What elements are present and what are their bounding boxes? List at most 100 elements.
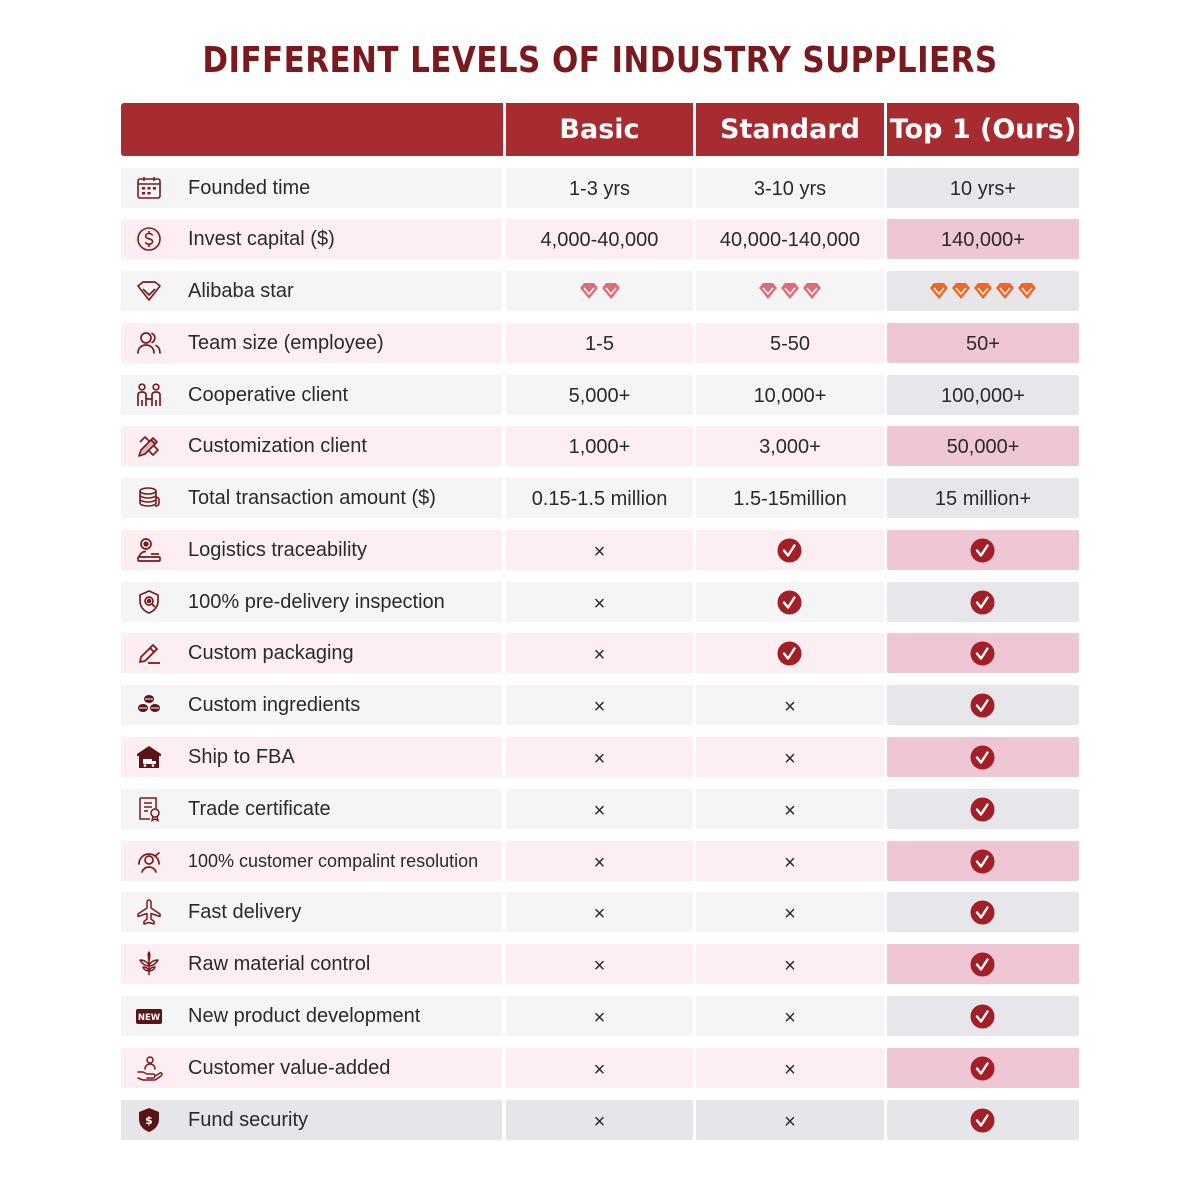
clients-icon (135, 381, 163, 409)
check-icon (970, 849, 995, 874)
cross-mark: × (593, 1059, 606, 1081)
header-basic: Basic (559, 114, 640, 145)
basic-value: 4,000-40,000 (540, 229, 659, 251)
table-row: Fast delivery × × (121, 892, 1079, 932)
feature-label: Founded time (188, 177, 311, 199)
standard-cell: 5-50 (696, 323, 884, 363)
check-icon (970, 952, 995, 977)
support-icon (135, 847, 163, 875)
feature-cell: Custom packaging (121, 633, 502, 673)
feature-label: Customer value-added (188, 1057, 391, 1079)
feature-cell: Raw material control (121, 944, 502, 984)
standard-cell: × (696, 1100, 884, 1140)
cross-mark: × (593, 748, 606, 770)
table-row: Team size (employee) 1-5 5-50 50+ (121, 323, 1079, 363)
table-row: 100% customer compalint resolution × × (121, 841, 1079, 881)
feature-cell: Fast delivery (121, 892, 502, 932)
standard-cell: × (696, 996, 884, 1036)
table-row: Customer value-added × × (121, 1048, 1079, 1088)
feature-label: Alibaba star (188, 280, 294, 302)
basic-cell: 4,000-40,000 (506, 219, 693, 259)
cross-mark: × (593, 1007, 606, 1029)
basic-value: 5,000+ (568, 385, 631, 407)
standard-cell: 1.5-15million (696, 478, 884, 518)
top-cell (887, 944, 1079, 984)
top-cell (887, 841, 1079, 881)
leaves-icon (135, 691, 163, 719)
standard-cell (696, 530, 884, 570)
standard-value: 5-50 (769, 333, 811, 355)
cross-mark: × (593, 852, 606, 874)
check-icon (970, 693, 995, 718)
basic-cell: × (506, 530, 693, 570)
feature-cell: $ Fund security (121, 1100, 502, 1140)
top-value: 15 million+ (934, 488, 1032, 510)
standard-cell (696, 582, 884, 622)
diamond-star-icon (601, 283, 620, 299)
standard-cell: 10,000+ (696, 375, 884, 415)
feature-label: Total transaction amount ($) (188, 487, 436, 509)
standard-cell: × (696, 789, 884, 829)
check-icon (970, 900, 995, 925)
feature-cell: Logistics traceability (121, 530, 502, 570)
standard-cell: × (696, 737, 884, 777)
feature-cell: Ship to FBA (121, 737, 502, 777)
standard-value: 40,000-140,000 (719, 229, 861, 251)
header-divider (884, 103, 887, 156)
table-row: Trade certificate × × (121, 789, 1079, 829)
feature-label: Cooperative client (188, 384, 349, 406)
airplane-icon (135, 898, 163, 926)
standard-cell: × (696, 892, 884, 932)
table-row: Cooperative client 5,000+ 10,000+ 100,00… (121, 375, 1079, 415)
check-icon (777, 590, 802, 615)
check-icon (970, 1004, 995, 1029)
basic-cell: × (506, 1048, 693, 1088)
coin-stack-icon (135, 484, 163, 512)
basic-value: 0.15-1.5 million (531, 488, 668, 510)
cross-mark: × (784, 852, 796, 874)
page-title: DIFFERENT LEVELS OF INDUSTRY SUPPLIERS (202, 40, 998, 81)
top-cell (887, 996, 1079, 1036)
cross-mark: × (593, 541, 606, 563)
table-row: Custom ingredients × × (121, 685, 1079, 725)
basic-cell: × (506, 737, 693, 777)
feature-cell: 100% customer compalint resolution (121, 841, 502, 881)
table-row: Logistics traceability × (121, 530, 1079, 570)
feature-cell: Invest capital ($) (121, 219, 502, 259)
feature-label: Trade certificate (188, 798, 331, 820)
cross-mark: × (593, 696, 606, 718)
diamond-star-icon (781, 283, 799, 299)
top-cell: 10 yrs+ (887, 168, 1079, 208)
feature-label: 100% customer compalint resolution (188, 851, 479, 871)
standard-cell (696, 271, 884, 311)
basic-cell: 1-3 yrs (506, 168, 693, 208)
dollar-coin-icon (135, 225, 163, 253)
feature-cell: Alibaba star (121, 271, 502, 311)
cross-mark: × (784, 696, 796, 718)
basic-cell: × (506, 841, 693, 881)
feature-label: Invest capital ($) (188, 228, 335, 250)
diamond-star-icon (803, 283, 821, 299)
table-row: Ship to FBA × × (121, 737, 1079, 777)
feature-cell: Team size (employee) (121, 323, 502, 363)
top-value: 50,000+ (946, 436, 1020, 458)
cross-mark: × (593, 1111, 606, 1133)
basic-cell: 1,000+ (506, 426, 693, 466)
basic-cell: × (506, 1100, 693, 1140)
pencil-ruler-icon (135, 432, 163, 460)
standard-value: 10,000+ (753, 385, 827, 407)
top-cell (887, 685, 1079, 725)
feature-cell: Founded time (121, 168, 502, 208)
team-icon (135, 329, 163, 357)
calendar-icon (135, 174, 163, 202)
basic-cell: × (506, 633, 693, 673)
standard-cell (696, 633, 884, 673)
cross-mark: × (593, 593, 606, 615)
shield-dollar-icon: $ (135, 1106, 163, 1134)
cross-mark: × (784, 903, 796, 925)
feature-label: Custom ingredients (188, 694, 361, 716)
check-icon (777, 641, 802, 666)
check-icon (970, 641, 995, 666)
feature-cell: 100% pre-delivery inspection (121, 582, 502, 622)
header-divider (693, 103, 696, 156)
